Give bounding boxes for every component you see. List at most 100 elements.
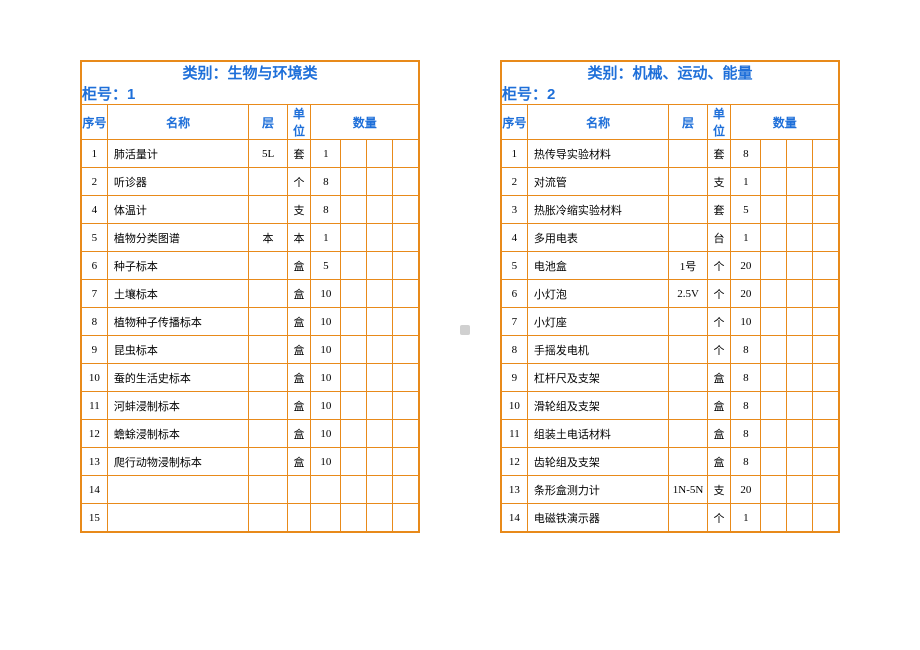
left-name-cell: 植物分类图谱 <box>107 224 249 252</box>
right-name-cell: 条形盒测力计 <box>527 476 669 504</box>
left-qty-blank <box>341 504 367 533</box>
right-qty-blank <box>813 476 839 504</box>
left-unit-cell: 盒 <box>287 280 311 308</box>
left-qty-blank <box>367 140 393 168</box>
left-qty-blank <box>393 168 419 196</box>
right-seq-cell: 14 <box>501 504 527 533</box>
left-layer-cell: 5L <box>249 140 287 168</box>
left-name-cell <box>107 504 249 533</box>
left-qty-blank <box>367 392 393 420</box>
left-qty-blank <box>341 252 367 280</box>
left-qty-cell: 10 <box>311 364 341 392</box>
right-layer-cell <box>669 168 707 196</box>
right-seq-cell: 13 <box>501 476 527 504</box>
right-qty-blank <box>787 392 813 420</box>
left-row: 13爬行动物浸制标本盒10 <box>81 448 419 476</box>
left-qty-blank <box>341 364 367 392</box>
right-seq-cell: 3 <box>501 196 527 224</box>
left-name-cell: 肺活量计 <box>107 140 249 168</box>
right-qty-blank <box>787 224 813 252</box>
left-qty-blank <box>341 392 367 420</box>
left-row: 8植物种子传播标本盒10 <box>81 308 419 336</box>
right-name-cell: 对流管 <box>527 168 669 196</box>
left-qty-blank <box>367 224 393 252</box>
left-qty-cell: 1 <box>311 224 341 252</box>
left-qty-blank <box>341 308 367 336</box>
right-layer-cell <box>669 224 707 252</box>
right-qty-cell: 8 <box>731 364 761 392</box>
right-seq-cell: 4 <box>501 224 527 252</box>
right-layer-cell <box>669 336 707 364</box>
right-qty-cell: 1 <box>731 224 761 252</box>
right-name-cell: 杠杆尺及支架 <box>527 364 669 392</box>
left-layer-cell <box>249 196 287 224</box>
left-row: 6种子标本盒5 <box>81 252 419 280</box>
left-qty-blank <box>341 476 367 504</box>
right-seq-cell: 6 <box>501 280 527 308</box>
right-name-cell: 热传导实验材料 <box>527 140 669 168</box>
right-qty-blank <box>813 504 839 533</box>
left-qty-cell: 10 <box>311 336 341 364</box>
right-seq-cell: 8 <box>501 336 527 364</box>
left-row: 9昆虫标本盒10 <box>81 336 419 364</box>
right-name-cell: 齿轮组及支架 <box>527 448 669 476</box>
left-qty-blank <box>393 392 419 420</box>
right-seq-cell: 12 <box>501 448 527 476</box>
left-seq-cell: 15 <box>81 504 107 533</box>
left-body: 1肺活量计5L套12听诊器个84体温计支85植物分类图谱本本16种子标本盒57土… <box>81 140 419 533</box>
right-qty-blank <box>761 224 787 252</box>
right-qty-blank <box>787 168 813 196</box>
left-qty-blank <box>393 224 419 252</box>
right-layer-cell <box>669 196 707 224</box>
left-name-cell: 种子标本 <box>107 252 249 280</box>
left-seq-cell: 9 <box>81 336 107 364</box>
right-name-cell: 多用电表 <box>527 224 669 252</box>
left-unit-cell: 本 <box>287 224 311 252</box>
left-cabinet-no: 1 <box>127 86 135 103</box>
right-h-qty: 数量 <box>731 105 839 140</box>
right-row: 7小灯座个10 <box>501 308 839 336</box>
right-qty-blank <box>813 364 839 392</box>
left-h-layer: 层 <box>249 105 287 140</box>
right-row: 5电池盒1号个20 <box>501 252 839 280</box>
left-row: 11河蚌浸制标本盒10 <box>81 392 419 420</box>
right-qty-blank <box>761 252 787 280</box>
right-row: 11组装土电话材料盒8 <box>501 420 839 448</box>
right-qty-blank <box>787 504 813 533</box>
right-layer-cell <box>669 504 707 533</box>
left-name-cell: 体温计 <box>107 196 249 224</box>
left-unit-cell <box>287 504 311 533</box>
right-qty-blank <box>761 280 787 308</box>
left-qty-cell: 10 <box>311 448 341 476</box>
right-unit-cell: 盒 <box>707 448 731 476</box>
right-qty-cell: 20 <box>731 476 761 504</box>
left-name-cell: 听诊器 <box>107 168 249 196</box>
left-layer-cell <box>249 168 287 196</box>
right-header-row: 序号 名称 层 单位 数量 <box>501 105 839 140</box>
right-qty-blank <box>761 336 787 364</box>
left-unit-cell: 盒 <box>287 448 311 476</box>
left-seq-cell: 2 <box>81 168 107 196</box>
left-qty-blank <box>367 420 393 448</box>
right-layer-cell <box>669 420 707 448</box>
left-qty-blank <box>367 476 393 504</box>
left-title: 类别：生物与环境类 <box>81 61 419 83</box>
right-qty-blank <box>761 168 787 196</box>
left-row: 7土壤标本盒10 <box>81 280 419 308</box>
right-name-cell: 手摇发电机 <box>527 336 669 364</box>
right-row: 3热胀冷缩实验材料套5 <box>501 196 839 224</box>
right-unit-cell: 个 <box>707 280 731 308</box>
right-qty-cell: 1 <box>731 504 761 533</box>
right-qty-cell: 10 <box>731 308 761 336</box>
right-qty-cell: 8 <box>731 140 761 168</box>
right-name-cell: 电池盒 <box>527 252 669 280</box>
right-qty-blank <box>813 252 839 280</box>
left-qty-blank <box>393 140 419 168</box>
right-qty-blank <box>813 336 839 364</box>
right-layer-cell <box>669 140 707 168</box>
left-unit-cell <box>287 476 311 504</box>
left-qty-blank <box>367 364 393 392</box>
left-qty-blank <box>367 308 393 336</box>
right-seq-cell: 10 <box>501 392 527 420</box>
left-qty-blank <box>393 420 419 448</box>
